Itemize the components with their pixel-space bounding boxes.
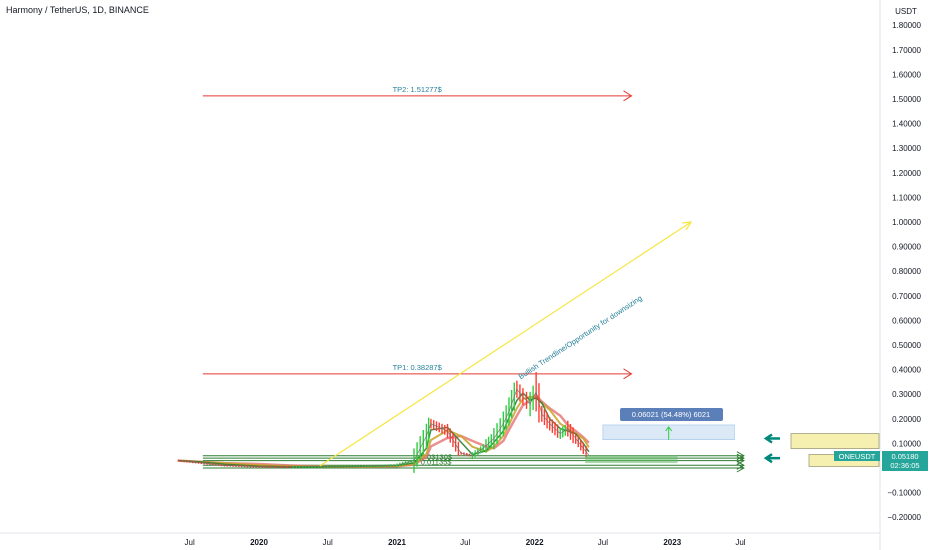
trendline-label: Bullish Trendline/Opportunity for downsi… [517,293,644,381]
y-tick-label: 0.40000 [892,366,921,375]
y-axis: USDT 1.80000 1.70000 1.60000 1.50000 1.40000 1… [887,7,921,522]
price-badge [882,451,928,471]
tp2-label: TP2: 1.51277$ [393,85,443,94]
x-axis: Jul 2020 Jul 2021 Jul 2022 Jul 2023 Jul [185,538,746,547]
annotations: Bullish Trendline/Opportunity for downsi… [319,221,880,467]
support-arrowhead [736,463,745,473]
x-tick-label: 2021 [388,538,406,547]
price-badge-countdown: 02:36:05 [890,461,919,470]
y-tick-label: 1.30000 [892,144,921,153]
tp1-label: TP1: 0.38287$ [393,363,443,372]
chart-title: Harmony / TetherUS, 1D, BINANCE [6,5,149,15]
x-tick-label: Jul [185,538,195,547]
support-label: 0.03130$ [421,453,453,462]
x-tick-label: 2022 [526,538,544,547]
price-series [177,372,590,473]
y-tick-label: 1.00000 [892,218,921,227]
symbol-badge-text: ONEUSDT [839,452,876,461]
y-tick-label: 0.30000 [892,390,921,399]
y-tick-label: 1.10000 [892,193,921,202]
x-tick-label: Jul [323,538,333,547]
y-tick-label: −0.10000 [887,489,921,498]
y-axis-unit: USDT [895,7,917,16]
tp1-arrowhead [623,368,633,380]
trendline-arrowhead [682,221,693,231]
bullish-trendline [319,221,692,467]
y-tick-label: 0.70000 [892,292,921,301]
y-tick-label: 1.60000 [892,70,921,79]
y-tick-label: 0.80000 [892,267,921,276]
right-marker-arrowhead [763,433,773,444]
y-tick-label: 1.50000 [892,95,921,104]
horizontal-lines: TP2: 1.51277$ TP1: 0.38287$ 0.03130$0.0113… [202,85,745,473]
x-tick-label: 2023 [663,538,681,547]
y-tick-label: 0.20000 [892,415,921,424]
tp2-arrowhead [623,90,633,102]
symbol-badge [834,451,880,461]
y-tick-label: 1.20000 [892,169,921,178]
y-tick-label: 1.40000 [892,120,921,129]
right-note-box [790,433,880,449]
y-tick-label: 1.80000 [892,21,921,30]
y-tick-label: 0.50000 [892,341,921,350]
y-tick-label: −0.20000 [887,513,921,522]
y-tick-label: 0.60000 [892,316,921,325]
moving-average-mid [178,395,590,468]
price-badge-value: 0.05180 [891,452,918,461]
measure-badge-text: 0.06021 (54.48%) 6021 [632,410,710,419]
accumulation-zone [585,455,678,464]
x-tick-label: Jul [735,538,745,547]
measure-arrowhead [665,426,673,432]
x-tick-label: Jul [598,538,608,547]
right-marker-arrowhead [763,453,773,464]
y-tick-label: 0.10000 [892,439,921,448]
x-tick-label: 2020 [250,538,268,547]
y-tick-label: 1.70000 [892,46,921,55]
support-arrowhead [736,456,745,466]
price-line [178,388,590,468]
measure-badge [620,408,723,421]
y-tick-label: 0.90000 [892,243,921,252]
x-tick-label: Jul [460,538,470,547]
support-label: 0.01135$ [421,457,453,466]
